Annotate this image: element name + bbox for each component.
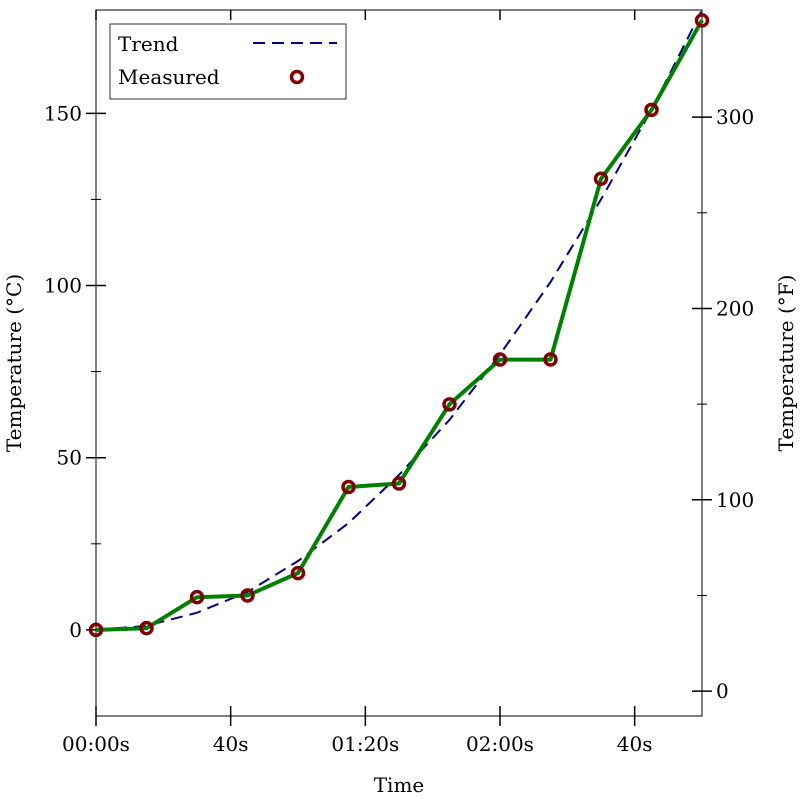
- y-right-tick-label: 0: [716, 679, 729, 703]
- y-right-tick-label: 200: [716, 296, 754, 320]
- series-layer: [88, 9, 710, 638]
- legend: Trend Measured: [109, 23, 347, 100]
- tick-labels: 00:00s 40s 01:20s 02:00s 40s 0 50 100 150 0 100 200…: [44, 101, 754, 756]
- trend-line: [95, 9, 703, 631]
- y-right-tick-label: 100: [716, 488, 754, 512]
- x-tick-label: 01:20s: [331, 732, 399, 756]
- measured-point: [694, 13, 710, 28]
- measured-point: [139, 620, 154, 636]
- legend-box: [109, 23, 347, 100]
- measured-point: [442, 397, 457, 412]
- axis-ticks: [86, 10, 712, 726]
- measured-point: [644, 102, 659, 118]
- x-tick-label: 40s: [617, 732, 653, 756]
- plot-frame: [95, 9, 703, 717]
- y-axis-title-right: Temperature (°F): [774, 275, 798, 452]
- y-left-tick-label: 50: [57, 446, 82, 470]
- x-tick-label: 40s: [213, 732, 249, 756]
- y-left-tick-label: 100: [44, 274, 82, 298]
- x-tick-label: 02:00s: [466, 732, 534, 756]
- legend-label-trend: Trend: [118, 32, 179, 56]
- measured-point: [492, 352, 508, 367]
- y-axis-title-left: Temperature (°C): [2, 274, 26, 452]
- measured-point: [391, 476, 407, 491]
- measured-line: [95, 19, 704, 632]
- measured-point: [290, 565, 306, 581]
- measured-point: [593, 171, 609, 187]
- x-axis-title: Time: [374, 773, 425, 797]
- y-left-tick-label: 0: [69, 618, 82, 642]
- legend-label-measured: Measured: [118, 65, 220, 89]
- measured-point: [240, 588, 255, 603]
- x-tick-label: 00:00s: [62, 732, 130, 756]
- measured-point: [189, 589, 205, 605]
- measured-point: [341, 479, 356, 495]
- y-right-tick-label: 300: [716, 105, 754, 129]
- measured-point: [543, 352, 558, 367]
- y-left-tick-label: 150: [44, 101, 82, 125]
- legend-swatch-measured: [289, 69, 305, 85]
- measured-point: [88, 622, 104, 638]
